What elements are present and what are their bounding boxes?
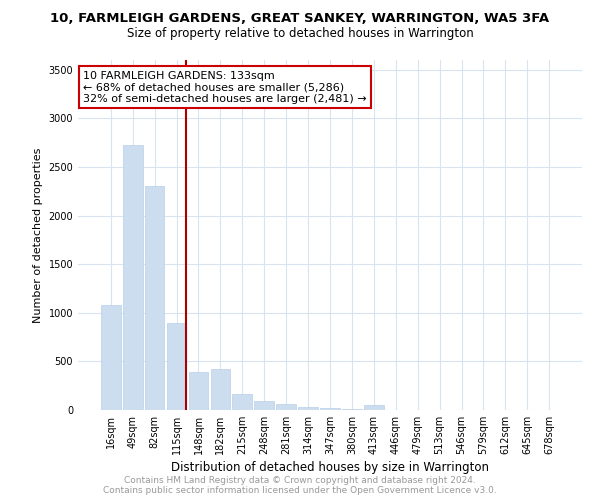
Bar bbox=[298, 406, 318, 410]
Bar bbox=[123, 144, 143, 410]
Bar bbox=[145, 186, 164, 410]
Bar bbox=[211, 369, 230, 410]
Y-axis label: Number of detached properties: Number of detached properties bbox=[33, 148, 43, 322]
Bar bbox=[342, 409, 362, 410]
Bar bbox=[232, 394, 252, 410]
Bar bbox=[276, 404, 296, 410]
Text: 10 FARMLEIGH GARDENS: 133sqm
← 68% of detached houses are smaller (5,286)
32% of: 10 FARMLEIGH GARDENS: 133sqm ← 68% of de… bbox=[83, 70, 367, 104]
Bar bbox=[101, 305, 121, 410]
Text: Size of property relative to detached houses in Warrington: Size of property relative to detached ho… bbox=[127, 28, 473, 40]
Bar bbox=[188, 372, 208, 410]
Bar bbox=[320, 408, 340, 410]
Bar bbox=[364, 404, 384, 410]
Bar bbox=[167, 322, 187, 410]
X-axis label: Distribution of detached houses by size in Warrington: Distribution of detached houses by size … bbox=[171, 461, 489, 474]
Bar bbox=[254, 401, 274, 410]
Text: 10, FARMLEIGH GARDENS, GREAT SANKEY, WARRINGTON, WA5 3FA: 10, FARMLEIGH GARDENS, GREAT SANKEY, WAR… bbox=[50, 12, 550, 26]
Text: Contains HM Land Registry data © Crown copyright and database right 2024.
Contai: Contains HM Land Registry data © Crown c… bbox=[103, 476, 497, 495]
